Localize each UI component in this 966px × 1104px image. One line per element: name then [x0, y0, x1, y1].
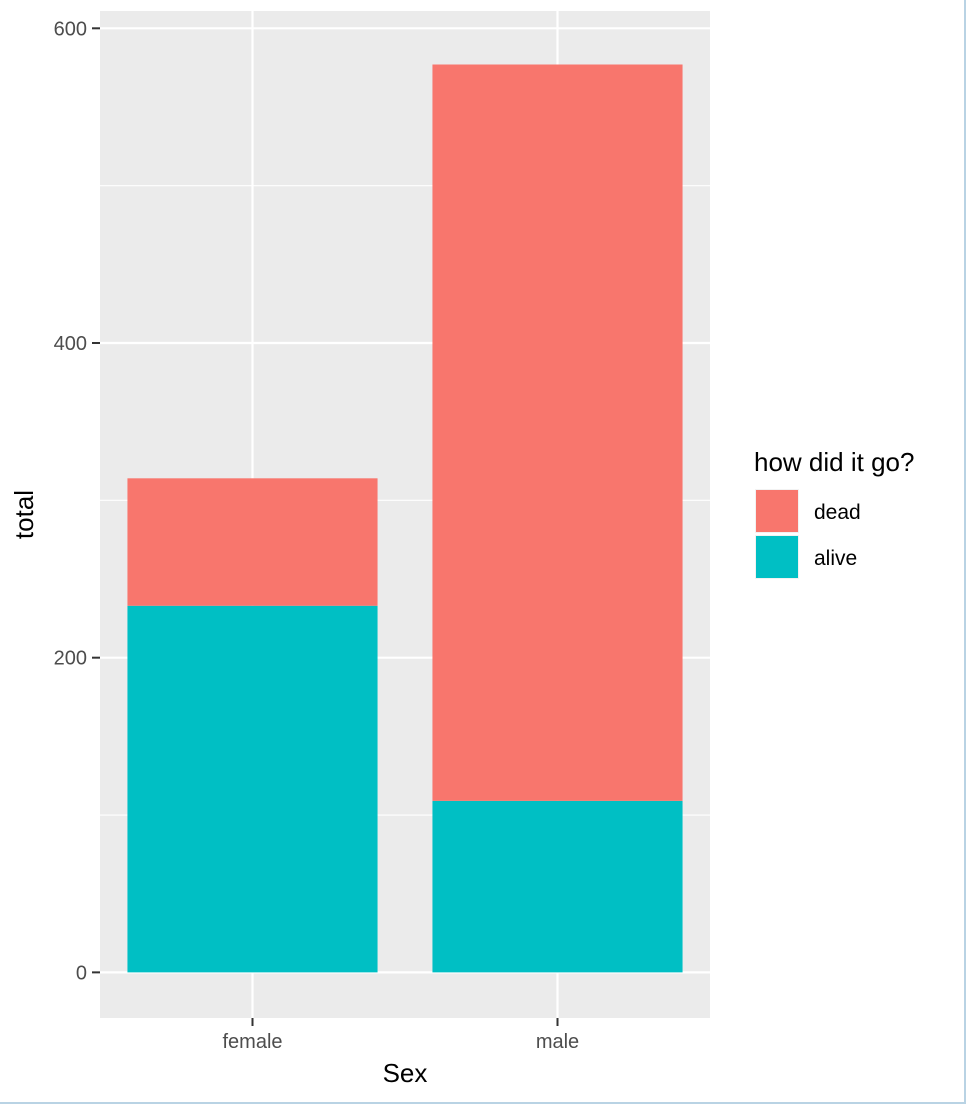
- x-axis-title: Sex: [383, 1058, 428, 1088]
- bar-dead-male: [432, 64, 683, 801]
- y-tick-label: 600: [54, 18, 87, 40]
- legend-key-dead: [756, 490, 798, 532]
- legend: how did it go? dead alive: [754, 447, 914, 579]
- x-tick-label: male: [536, 1031, 579, 1053]
- y-tick-label: 0: [76, 962, 87, 984]
- x-axis: female male: [222, 1018, 579, 1053]
- x-tick-label: female: [222, 1031, 282, 1053]
- legend-title: how did it go?: [754, 447, 914, 477]
- bar-alive-female: [127, 605, 378, 973]
- bars: [127, 64, 683, 973]
- bar-alive-male: [432, 800, 683, 973]
- y-tick-label: 200: [54, 648, 87, 670]
- bar-dead-female: [127, 478, 378, 606]
- legend-key-alive: [756, 536, 798, 578]
- y-axis: 0 200 400 600: [54, 18, 100, 984]
- legend-label-dead: dead: [814, 501, 861, 524]
- y-axis-title: total: [9, 490, 39, 539]
- legend-label-alive: alive: [814, 547, 857, 570]
- y-tick-label: 400: [54, 333, 87, 355]
